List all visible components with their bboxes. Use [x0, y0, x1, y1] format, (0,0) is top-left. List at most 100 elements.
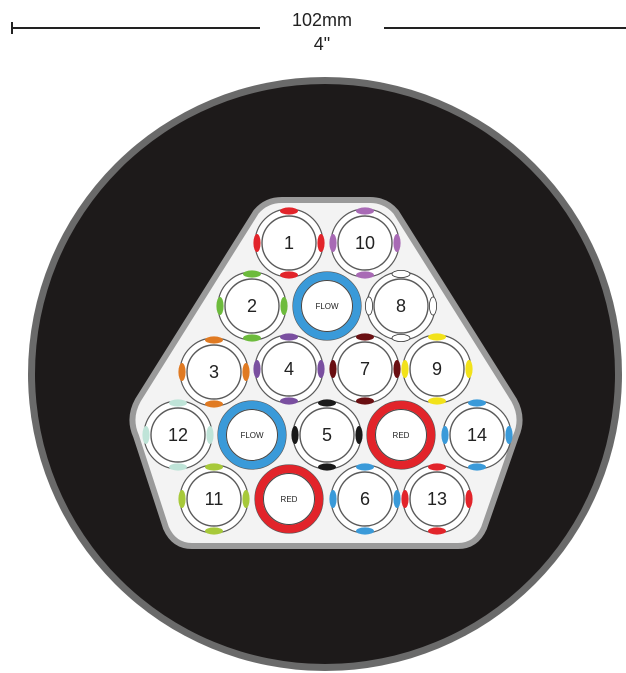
cell-number-label: 11: [205, 489, 224, 509]
cell-number-label: 13: [427, 489, 447, 509]
cell-color-marker: [280, 207, 298, 215]
cell-color-marker: [216, 297, 224, 315]
cell-color-marker: [355, 426, 363, 444]
cell-color-marker: [329, 490, 337, 508]
flow-ring: [218, 401, 286, 469]
flow-ring: [293, 272, 361, 340]
cell-color-marker: [205, 463, 223, 471]
tube-inner-ring: [375, 409, 427, 461]
fiber-cell-11: 11: [178, 463, 250, 535]
cell-number-label: 2: [247, 296, 257, 316]
cell-number-label: 6: [360, 489, 370, 509]
cell-color-marker: [253, 360, 261, 378]
cell-color-marker: [318, 399, 336, 407]
cell-color-marker: [465, 360, 473, 378]
cell-color-marker: [280, 397, 298, 405]
cell-number-label: 8: [396, 296, 406, 316]
fiber-cell-6: 6: [329, 463, 401, 535]
cell-color-marker: [205, 400, 223, 408]
fiber-cell-1: 1: [253, 207, 325, 279]
cell-inner-ring: [337, 341, 393, 397]
cell-color-marker: [242, 363, 250, 381]
red-tube-label: RED: [393, 431, 410, 440]
cell-color-marker: [401, 490, 409, 508]
cell-color-marker: [428, 527, 446, 535]
cell-color-marker: [205, 527, 223, 535]
flow-tube-flow-a: FLOW: [292, 271, 362, 341]
flow-tube-label: FLOW: [315, 302, 339, 311]
cell-inner-ring: [186, 344, 242, 400]
fiber-cell-12: 12: [142, 399, 214, 471]
cell-color-marker: [291, 426, 299, 444]
cell-color-marker: [428, 333, 446, 341]
cell-color-marker: [142, 426, 150, 444]
red-ring: [367, 401, 435, 469]
cell-color-marker: [356, 333, 374, 341]
cell-color-marker: [356, 207, 374, 215]
cell-inner-ring: [150, 407, 206, 463]
cell-number-label: 1: [284, 233, 294, 253]
cell-color-marker: [391, 269, 411, 278]
fiber-cell-8: 8: [364, 269, 437, 342]
cell-color-marker: [356, 463, 374, 471]
cell-color-marker: [428, 296, 437, 316]
tube-inner-ring: [226, 409, 278, 461]
cell-inner-ring: [261, 341, 317, 397]
cell-color-marker: [393, 360, 401, 378]
cell-color-marker: [401, 360, 409, 378]
cell-number-label: 14: [467, 425, 487, 445]
flow-tube-flow-b: FLOW: [217, 400, 287, 470]
cell-color-marker: [205, 336, 223, 344]
tube-inner-ring: [301, 280, 353, 332]
cell-inner-ring: [186, 471, 242, 527]
dimension-indicator: 102mm 4": [11, 10, 626, 54]
cell-inner-ring: [261, 215, 317, 271]
red-tube-label: RED: [281, 495, 298, 504]
cell-color-marker: [169, 399, 187, 407]
cell-color-marker: [393, 234, 401, 252]
cell-inner-ring: [373, 278, 429, 334]
cell-color-marker: [465, 490, 473, 508]
cell-color-marker: [391, 333, 411, 342]
cell-inner-ring: [409, 341, 465, 397]
cell-color-marker: [317, 360, 325, 378]
fiber-cell-9: 9: [401, 333, 473, 405]
cell-color-marker: [428, 397, 446, 405]
cell-color-marker: [364, 296, 373, 316]
cell-color-marker: [428, 463, 446, 471]
fiber-cell-14: 14: [441, 399, 513, 471]
special-tubes-layer: FLOW FLOW RED RED: [217, 271, 436, 534]
red-tube-red-a: RED: [366, 400, 436, 470]
cell-color-marker: [280, 271, 298, 279]
cell-inner-ring: [299, 407, 355, 463]
red-ring: [255, 465, 323, 533]
cell-color-marker: [468, 463, 486, 471]
cell-color-marker: [243, 334, 261, 342]
cell-inner-ring: [409, 471, 465, 527]
fiber-cell-4: 4: [253, 333, 325, 405]
cell-number-label: 12: [168, 425, 188, 445]
cells-layer: 1 10 2 8 3 4 7 9 12 5 14 11 6 13: [142, 207, 513, 535]
fiber-cell-3: 3: [178, 336, 250, 408]
cell-color-marker: [318, 463, 336, 471]
cell-color-marker: [178, 490, 186, 508]
cell-number-label: 10: [355, 233, 375, 253]
cell-number-label: 5: [322, 425, 332, 445]
flow-tube-label: FLOW: [240, 431, 264, 440]
cell-color-marker: [253, 234, 261, 252]
cell-color-marker: [206, 426, 214, 444]
cell-color-marker: [393, 490, 401, 508]
fiber-cell-10: 10: [329, 207, 401, 279]
cell-color-marker: [441, 426, 449, 444]
cell-number-label: 9: [432, 359, 442, 379]
cell-color-marker: [356, 271, 374, 279]
cell-color-marker: [242, 490, 250, 508]
cell-color-marker: [243, 270, 261, 278]
cell-color-marker: [178, 363, 186, 381]
cell-inner-ring: [337, 471, 393, 527]
cell-inner-ring: [337, 215, 393, 271]
fiber-cell-13: 13: [401, 463, 473, 535]
cell-color-marker: [317, 234, 325, 252]
cell-color-marker: [468, 399, 486, 407]
